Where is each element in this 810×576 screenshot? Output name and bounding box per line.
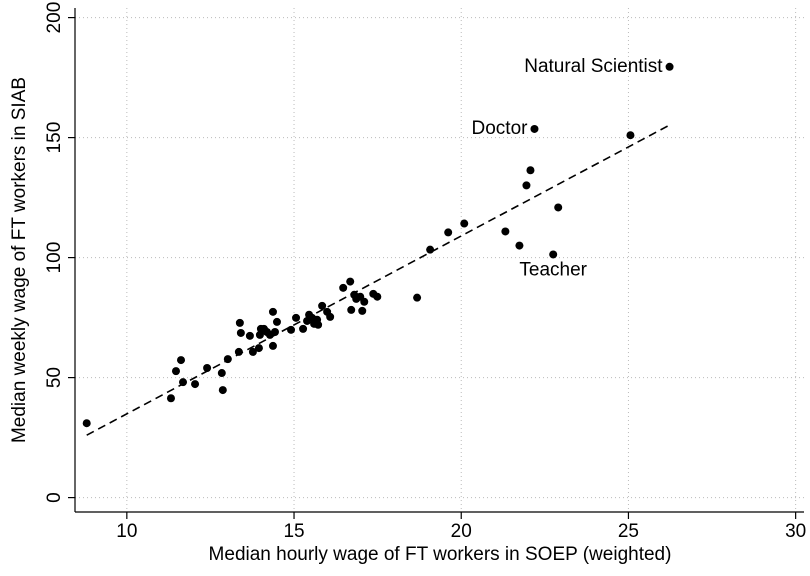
point xyxy=(626,131,635,140)
point xyxy=(292,313,301,322)
point xyxy=(347,305,356,314)
point xyxy=(318,301,327,310)
point xyxy=(218,386,227,395)
point xyxy=(287,325,296,334)
point xyxy=(270,328,279,336)
point xyxy=(203,364,212,372)
x-tick-label: 25 xyxy=(618,521,639,542)
point xyxy=(171,367,180,376)
point xyxy=(358,306,367,315)
point xyxy=(413,293,422,302)
point xyxy=(236,328,245,337)
point xyxy=(166,394,175,403)
point xyxy=(268,341,277,350)
point xyxy=(460,219,469,228)
point xyxy=(217,369,226,378)
point xyxy=(177,356,186,365)
point xyxy=(82,419,91,428)
y-tick-label: 100 xyxy=(44,242,65,274)
point xyxy=(426,245,435,254)
point xyxy=(444,228,453,237)
x-tick-label: 15 xyxy=(283,521,304,542)
point xyxy=(665,62,674,71)
point xyxy=(254,344,263,353)
x-tick-label: 30 xyxy=(785,521,806,542)
point xyxy=(235,318,244,327)
y-tick-label: 200 xyxy=(44,2,65,34)
point xyxy=(191,380,200,389)
point xyxy=(373,292,382,301)
point xyxy=(530,124,539,133)
x-tick-label: 20 xyxy=(451,521,472,542)
x-tick-label: 10 xyxy=(116,521,137,542)
annotation: Natural Scientist xyxy=(524,56,663,77)
point xyxy=(314,320,323,329)
point xyxy=(255,330,264,339)
point xyxy=(245,331,254,340)
point xyxy=(299,324,308,333)
point xyxy=(501,227,510,236)
point xyxy=(272,317,281,326)
y-tick-label: 0 xyxy=(44,492,65,503)
point xyxy=(234,347,243,356)
point xyxy=(526,166,535,175)
y-axis-label: Median weekly wage of FT workers in SIAB xyxy=(9,77,30,443)
point xyxy=(248,347,257,356)
point xyxy=(554,203,563,212)
y-tick-label: 150 xyxy=(44,122,65,154)
x-axis-label: Median hourly wage of FT workers in SOEP… xyxy=(209,544,672,565)
point xyxy=(346,277,355,286)
point xyxy=(522,181,531,190)
y-tick-label: 50 xyxy=(44,367,65,388)
point xyxy=(515,241,524,250)
point xyxy=(268,307,277,316)
point xyxy=(360,297,369,306)
point xyxy=(223,355,232,364)
point xyxy=(549,250,558,259)
point xyxy=(326,312,335,321)
point xyxy=(339,283,348,292)
point xyxy=(179,378,188,387)
annotation: Teacher xyxy=(519,259,587,280)
annotation: Doctor xyxy=(472,118,529,139)
